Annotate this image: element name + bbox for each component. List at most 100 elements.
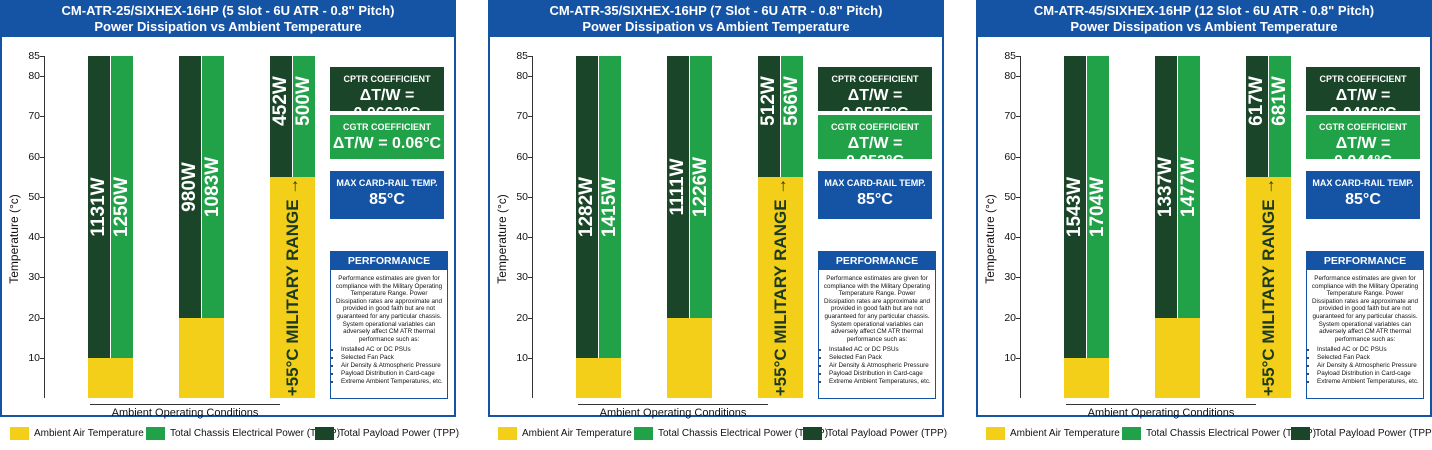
legend-swatch <box>146 427 165 440</box>
military-range-label: +55°C MILITARY RANGE → <box>283 178 302 397</box>
max-temp-title: MAX CARD-RAIL TEMP. <box>1312 178 1414 188</box>
bar-label-tcep: 1226W <box>690 156 711 217</box>
performance-list-item: Selected Fan Pack <box>341 354 447 362</box>
cgtr-coefficient-box: CGTR COEFFICIENT ΔT/W = 0.053°C <box>818 115 932 170</box>
bar-label-tcep: 681W <box>1269 76 1290 127</box>
y-tick-mark <box>528 317 533 319</box>
chart-frame <box>0 37 456 417</box>
y-tick-label: 50 <box>516 190 528 203</box>
bar-tpp <box>1064 56 1086 358</box>
y-tick-mark <box>40 357 45 359</box>
y-tick-label: 80 <box>516 70 528 83</box>
bar-tcep <box>293 56 315 177</box>
performance-list-item: Payload Distribution in Card-cage <box>829 370 935 378</box>
y-tick-label: 40 <box>1004 231 1016 244</box>
chart-header: CM-ATR-25/SIXHEX-16HP (5 Slot - 6U ATR -… <box>0 0 456 37</box>
performance-title: PERFORMANCE <box>819 252 935 270</box>
bar-tcep <box>111 56 133 358</box>
y-tick-label: 60 <box>28 150 40 163</box>
y-tick-mark <box>40 237 45 239</box>
bar-label-tcep: 1477W <box>1178 156 1199 217</box>
legend-swatch <box>1291 427 1310 440</box>
y-axis-label: Temperature (°c) <box>7 194 21 284</box>
y-tick-label: 10 <box>516 351 528 364</box>
y-tick-label: 80 <box>28 70 40 83</box>
y-axis-label: Temperature (°c) <box>495 194 509 284</box>
bar-tpp <box>179 56 201 318</box>
bar-ambient <box>270 176 315 398</box>
bar-label-tcep: 1250W <box>111 176 132 237</box>
y-tick-label: 40 <box>516 231 528 244</box>
legend-swatch <box>803 427 822 440</box>
bar-tcep <box>690 56 712 318</box>
y-tick-label: 70 <box>516 110 528 123</box>
bar-label-tpp: 617W <box>1246 76 1267 127</box>
y-tick-mark <box>1016 116 1021 118</box>
legend-swatch <box>498 427 517 440</box>
y-tick-label: 30 <box>516 271 528 284</box>
y-tick-mark <box>1016 277 1021 279</box>
performance-list-item: Installed AC or DC PSUs <box>829 346 935 354</box>
bar-tpp <box>758 56 780 177</box>
max-temp-value: 85°C <box>857 191 893 208</box>
y-tick-mark <box>1016 237 1021 239</box>
performance-list-item: Extreme Ambient Temperatures, etc. <box>1317 378 1423 386</box>
chart-subtitle: Power Dissipation vs Ambient Temperature <box>94 19 362 34</box>
performance-list: Installed AC or DC PSUsSelected Fan Pack… <box>819 346 935 385</box>
y-tick-mark <box>528 156 533 158</box>
chart-title: CM-ATR-45/SIXHEX-16HP (12 Slot - 6U ATR … <box>1033 3 1375 18</box>
bar-tpp <box>1246 56 1268 177</box>
y-tick-mark <box>528 357 533 359</box>
bar-tpp <box>667 56 689 318</box>
y-tick-mark <box>1016 317 1021 319</box>
legend-text: Total Chassis Electrical Power (TCEP) <box>1146 428 1317 439</box>
y-tick-mark <box>40 56 45 57</box>
cptr-title: CPTR COEFFICIENT <box>1319 74 1407 84</box>
chart-title: CM-ATR-25/SIXHEX-16HP (5 Slot - 6U ATR -… <box>61 3 395 18</box>
y-tick-label: 80 <box>1004 70 1016 83</box>
cptr-coefficient-box: CPTR COEFFICIENT ΔT/W = 0.0585°C <box>818 67 932 122</box>
legend-text: Ambient Air Temperature <box>34 428 144 439</box>
performance-title: PERFORMANCE <box>1307 252 1423 270</box>
y-tick-label: 20 <box>516 311 528 324</box>
cgtr-title: CGTR COEFFICIENT <box>343 122 431 132</box>
chart-panel: CM-ATR-35/SIXHEX-16HP (7 Slot - 6U ATR -… <box>488 0 947 450</box>
y-tick-label: 70 <box>28 110 40 123</box>
chart-panel: CM-ATR-45/SIXHEX-16HP (12 Slot - 6U ATR … <box>976 0 1432 450</box>
legend-text: Total Payload Power (TPP) <box>1315 428 1432 439</box>
y-tick-mark <box>40 156 45 158</box>
performance-list-item: Air Density & Atmospheric Pressure <box>1317 362 1423 370</box>
performance-list-item: Payload Distribution in Card-cage <box>341 370 447 378</box>
cptr-coefficient-box: CPTR COEFFICIENT ΔT/W = 0.0663°C <box>330 67 444 122</box>
max-card-rail-temp-box: MAX CARD-RAIL TEMP. 85°C <box>1306 171 1420 219</box>
performance-list-item: Extreme Ambient Temperatures, etc. <box>829 378 935 386</box>
bar-label-tpp: 1543W <box>1064 176 1085 237</box>
performance-text: Performance estimates are given for comp… <box>823 275 931 343</box>
cgtr-title: CGTR COEFFICIENT <box>1319 122 1407 132</box>
legend-swatch <box>1122 427 1141 440</box>
performance-box: PERFORMANCE Performance estimates are giv… <box>818 251 936 399</box>
performance-list-item: Air Density & Atmospheric Pressure <box>829 362 935 370</box>
performance-text: Performance estimates are given for comp… <box>335 275 443 343</box>
bar-ambient <box>1246 176 1291 398</box>
max-temp-title: MAX CARD-RAIL TEMP. <box>824 178 926 188</box>
legend-swatch <box>634 427 653 440</box>
bar-ambient <box>1064 357 1109 398</box>
y-tick-mark <box>1016 56 1021 57</box>
x-axis-label: Ambient Operating Conditions <box>1066 404 1256 419</box>
x-axis-label: Ambient Operating Conditions <box>90 404 280 419</box>
legend-swatch <box>10 427 29 440</box>
bar-label-tpp: 452W <box>270 76 291 127</box>
legend-text: Ambient Air Temperature <box>522 428 632 439</box>
performance-title: PERFORMANCE <box>331 252 447 270</box>
y-tick-mark <box>1016 76 1021 78</box>
bar-tpp <box>576 56 598 358</box>
y-tick-label: 85 <box>28 50 40 62</box>
bar-label-tpp: 1111W <box>667 158 688 216</box>
y-tick-label: 30 <box>1004 271 1016 284</box>
y-tick-mark <box>40 116 45 118</box>
max-temp-value: 85°C <box>369 191 405 208</box>
cgtr-coefficient-box: CGTR COEFFICIENT ΔT/W = 0.044°C <box>1306 115 1420 170</box>
bar-label-tcep: 1415W <box>599 176 620 237</box>
max-temp-value: 85°C <box>1345 191 1381 208</box>
